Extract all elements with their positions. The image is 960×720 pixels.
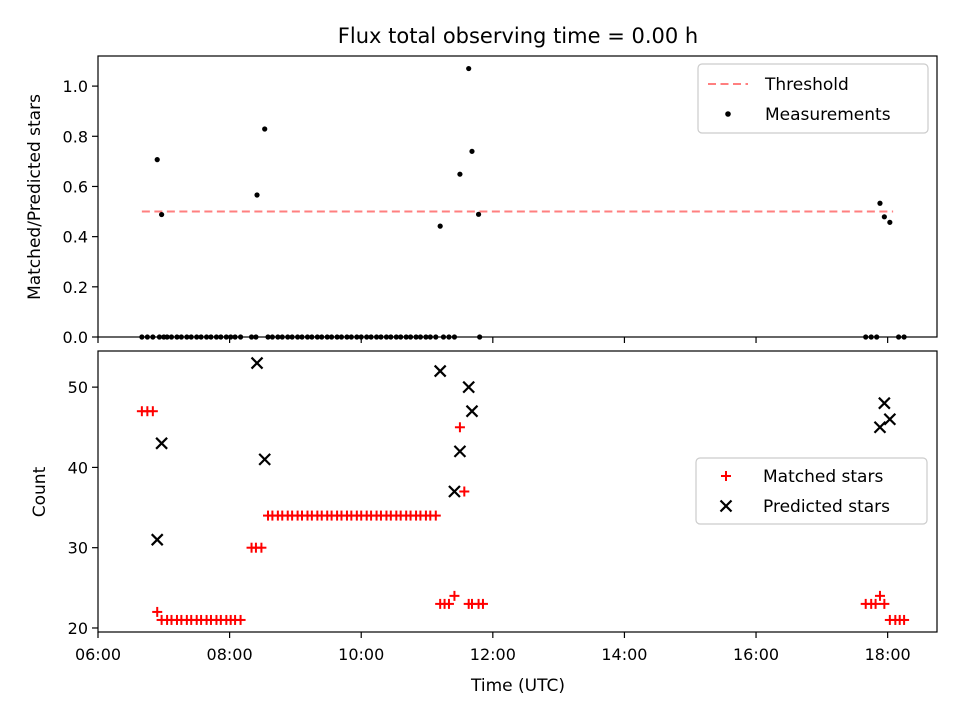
predicted-legend-label: Predicted stars [763, 497, 890, 517]
measurement-point [262, 126, 268, 132]
matched-star-point [899, 614, 910, 625]
bottom-y-tick-label: 20 [68, 619, 88, 638]
predicted-star-point [878, 396, 891, 410]
x-tick-label: 12:00 [470, 645, 516, 664]
bottom-y-tick-label: 40 [68, 458, 88, 477]
matched-star-point [454, 422, 465, 433]
matched-star-point [235, 614, 246, 625]
measurement-point [475, 211, 482, 217]
top-y-tick-label: 0.4 [63, 228, 88, 247]
measurement-point [887, 219, 893, 225]
x-tick-label: 08:00 [207, 645, 253, 664]
predicted-legend-marker [719, 499, 733, 513]
matched-legend-swatch [721, 471, 731, 481]
bottom-y-tick-label: 50 [68, 378, 88, 397]
bottom-plot-frame [97, 350, 938, 633]
matched-star-point [870, 598, 881, 609]
top-legend: Threshold Measurements [697, 63, 929, 134]
top-plot-frame [97, 55, 938, 338]
measurement-point [466, 65, 472, 72]
top-y-tick-label: 0.0 [63, 328, 88, 347]
measurement-point [154, 157, 160, 163]
top-y-axis: 0.0 0.2 0.4 0.6 0.8 1.0 [63, 77, 98, 347]
chart-title: Flux total observing time = 0.00 h [338, 24, 698, 48]
top-x-axis [97, 337, 889, 343]
matched-star-point [477, 598, 488, 609]
predicted-star-point [155, 437, 168, 450]
measurement-point [254, 192, 260, 198]
predicted-star-point [258, 453, 271, 466]
bottom-x-axis: 06:00 08:00 10:00 12:00 14:00 16:00 18:00 [75, 632, 911, 664]
top-legend-box [697, 63, 929, 134]
predicted-star-point [883, 412, 897, 426]
measurement-point [877, 200, 883, 206]
matched-legend-marker [721, 471, 731, 481]
x-tick-label: 18:00 [865, 645, 911, 664]
matched-star-point [449, 590, 460, 601]
predicted-star-point [465, 404, 479, 418]
threshold-legend-label: Threshold [764, 75, 849, 95]
predicted-star-point [873, 420, 887, 434]
bottom-legend-box [695, 457, 928, 525]
predicted-star-point [433, 364, 447, 378]
matched-star-point [459, 486, 470, 497]
matched-star-point [443, 598, 454, 609]
predicted-star-point [150, 533, 164, 546]
predicted-star-point [453, 445, 467, 458]
matched-star-point [147, 406, 158, 417]
top-y-label: Matched/Predicted stars [25, 94, 45, 300]
bottom-y-tick-label: 30 [68, 539, 88, 558]
x-tick-label: 10:00 [338, 645, 384, 664]
predicted-star-point [448, 485, 461, 498]
bottom-y-label: Count [30, 466, 50, 517]
matched-star-point [874, 590, 885, 601]
matched-star-point [152, 606, 163, 617]
x-tick-label: 14:00 [601, 645, 647, 664]
measurements-legend-swatch [725, 111, 731, 117]
measurement-point [437, 223, 443, 229]
measurement-point [469, 148, 475, 154]
x-tick-label: 16:00 [733, 645, 779, 664]
matched-star-point [430, 510, 441, 521]
top-y-tick-label: 0.8 [63, 127, 88, 146]
predicted-star-point [250, 356, 264, 370]
bottom-y-axis: 20 30 40 50 [68, 378, 98, 638]
x-tick-label: 06:00 [75, 645, 121, 664]
bottom-legend: Matched stars Predicted stars [695, 457, 928, 525]
top-y-tick-label: 1.0 [63, 77, 88, 96]
matched-star-point [879, 598, 890, 609]
matched-star-point [256, 542, 267, 553]
top-y-tick-label: 0.6 [63, 177, 88, 196]
bottom-marks [136, 356, 910, 625]
measurement-point [881, 214, 887, 220]
measurement-point [159, 211, 165, 218]
measurements-legend-label: Measurements [765, 105, 891, 125]
matched-legend-label: Matched stars [763, 467, 883, 487]
predicted-star-point [462, 380, 475, 394]
measurement-point [457, 171, 463, 177]
x-axis-label: Time (UTC) [470, 676, 565, 696]
predicted-legend-swatch [719, 499, 733, 513]
bottom-panel: 20 30 40 50 06:00 08:00 10:00 12:00 14:00 16:00 1… [30, 350, 938, 696]
top-panel: 0.0 0.2 0.4 0.6 0.8 1.0 Matched/Predicted sta… [25, 55, 938, 347]
top-y-tick-label: 0.2 [63, 278, 88, 297]
